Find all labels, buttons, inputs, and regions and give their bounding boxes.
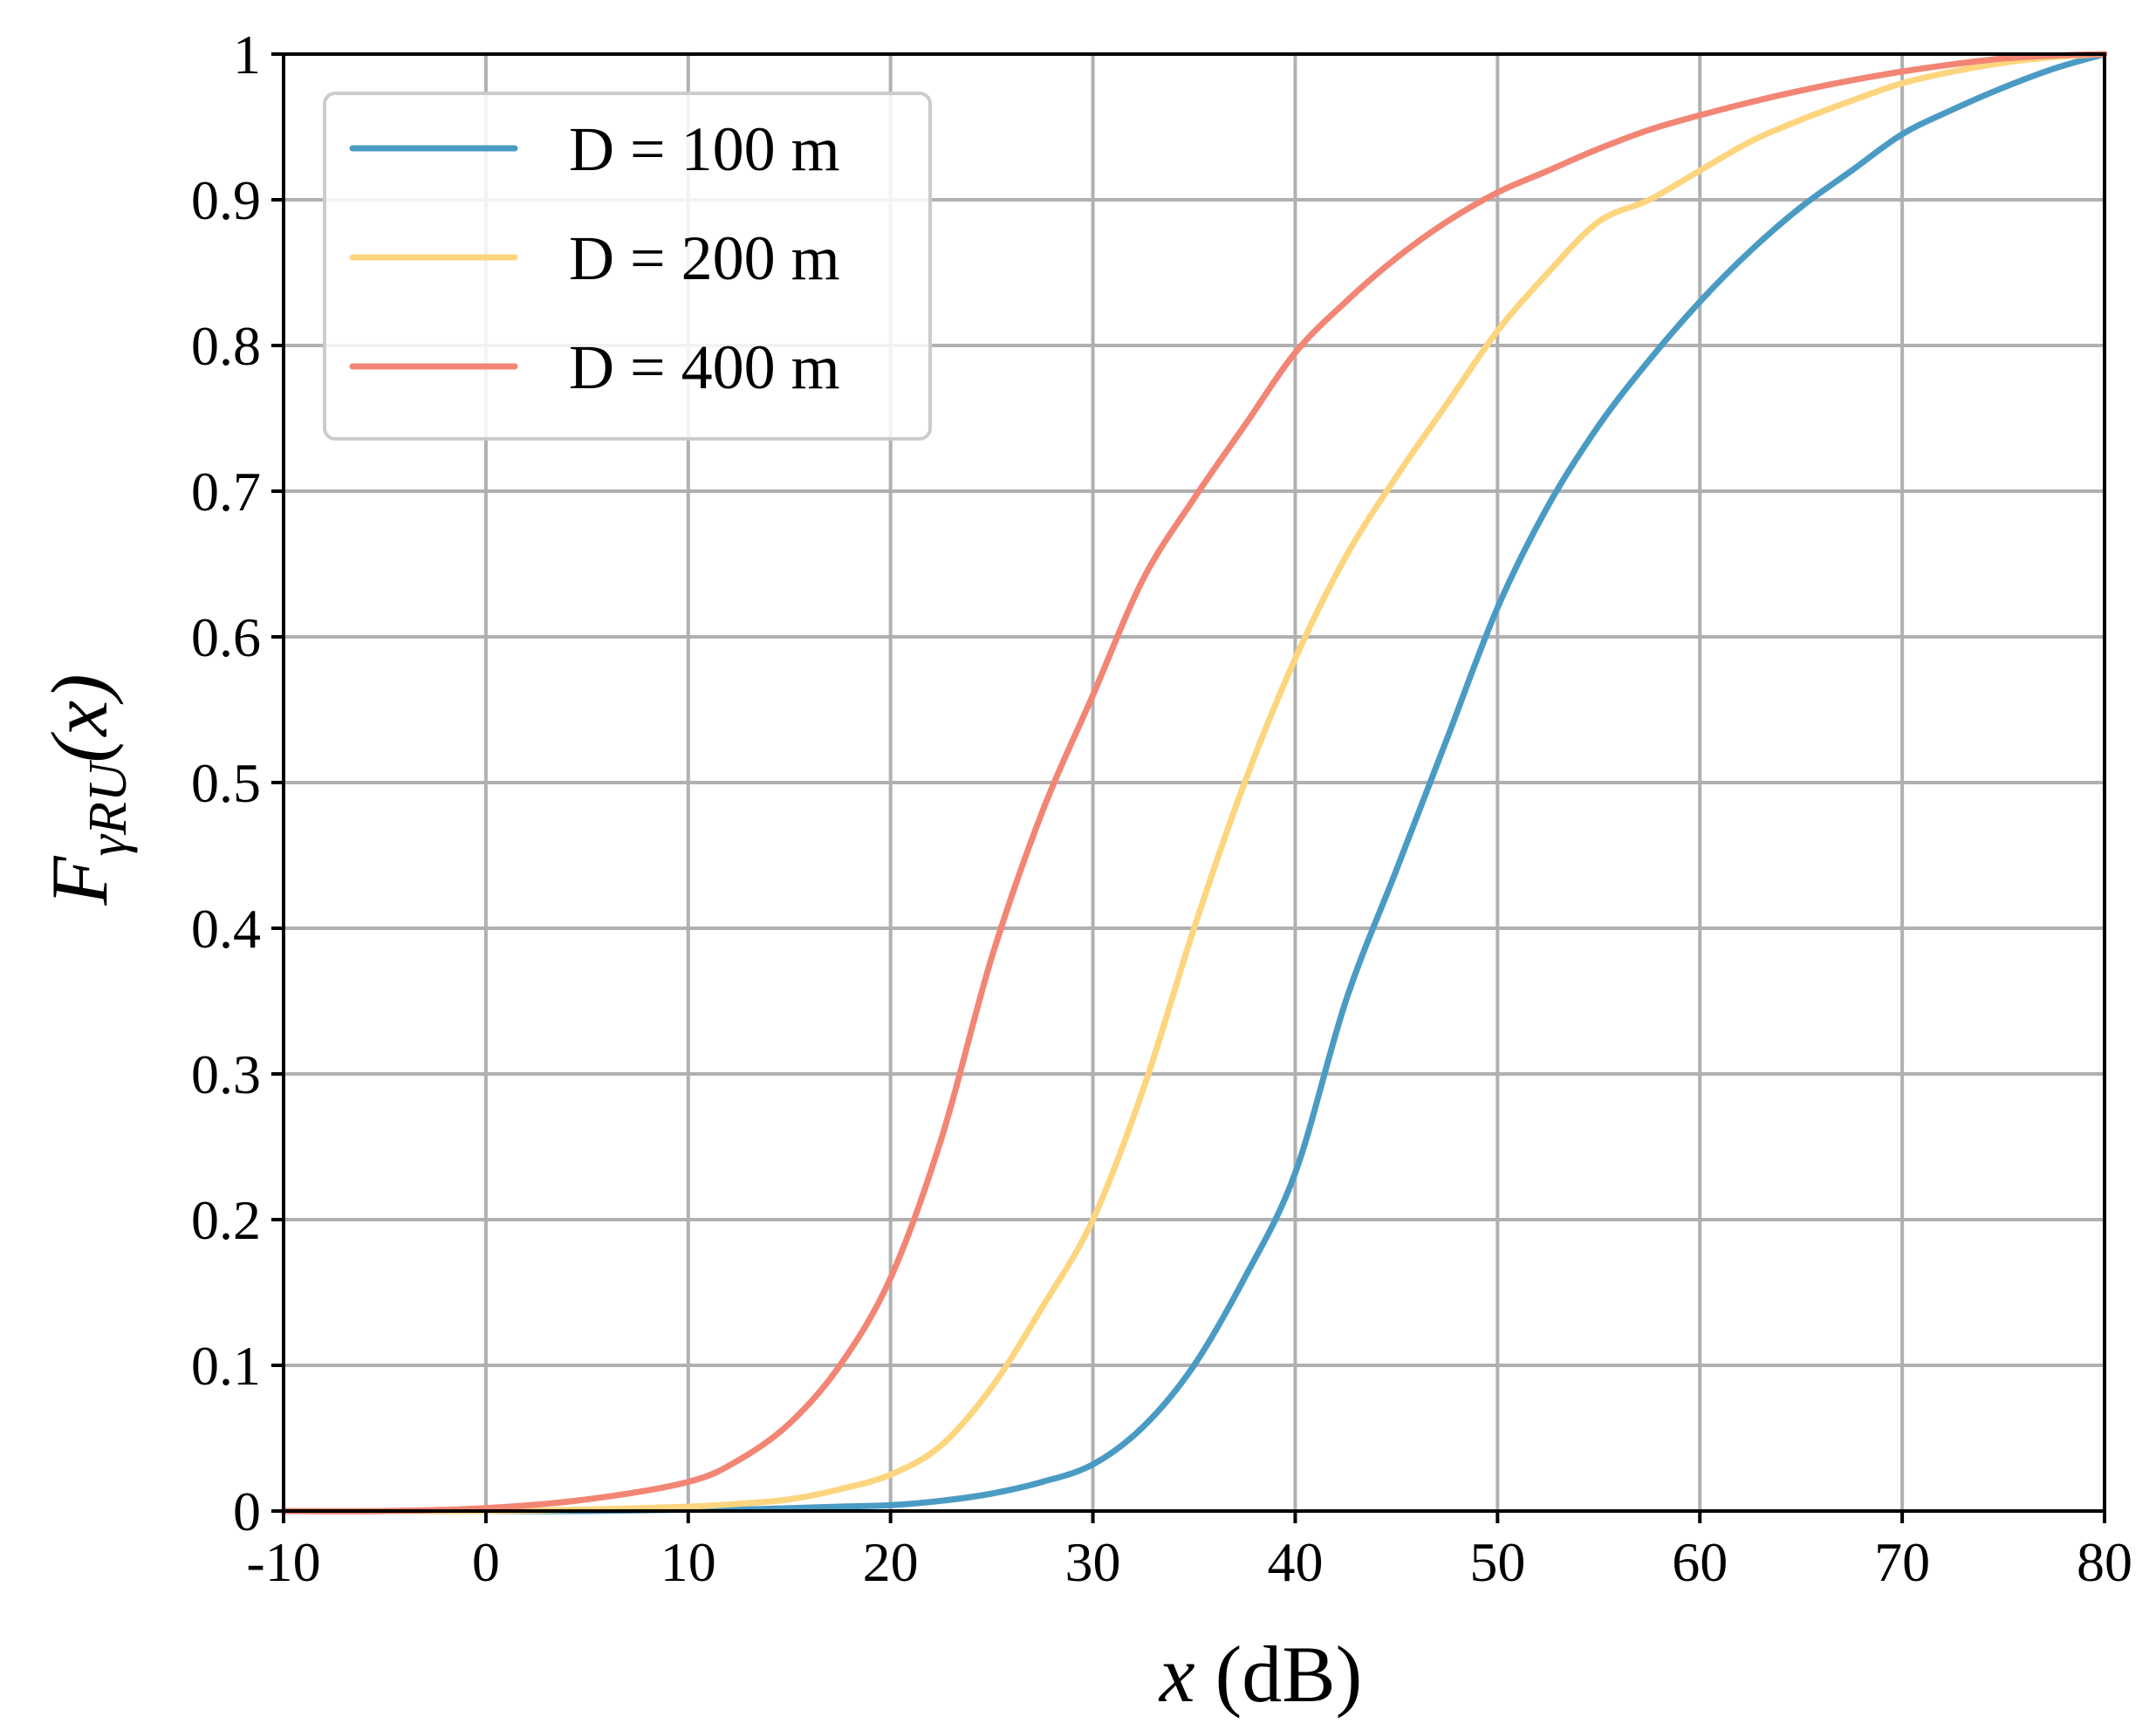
legend-label-d400: D = 400 m — [569, 332, 840, 402]
legend-box — [323, 92, 932, 441]
x-tick-label: 40 — [1267, 1531, 1323, 1593]
x-tick-label: 10 — [660, 1531, 716, 1593]
legend-label-d100: D = 100 m — [569, 114, 840, 184]
y-tick-label: 0.3 — [191, 1043, 261, 1105]
y-tick-label: 0.2 — [191, 1189, 261, 1251]
y-tick-label: 0.9 — [191, 169, 261, 231]
x-tick-label: 60 — [1672, 1531, 1728, 1593]
x-tick-label: 20 — [863, 1531, 919, 1593]
y-tick-label: 0.7 — [191, 461, 261, 523]
y-tick-label: 0.8 — [191, 315, 261, 377]
x-tick-label: 30 — [1065, 1531, 1121, 1593]
y-tick-label: 0.4 — [191, 898, 261, 960]
legend: D = 100 m D = 200 m D = 400 m — [323, 92, 932, 441]
y-axis-label-main: F — [35, 856, 124, 906]
x-tick-label: 70 — [1874, 1531, 1930, 1593]
y-tick-label: 0.6 — [191, 606, 261, 668]
x-axis-label: x (dB) — [1158, 1630, 1362, 1719]
series-line-d200 — [280, 51, 2108, 1515]
x-tick-label: 80 — [2077, 1531, 2132, 1593]
y-tick-label: 0 — [233, 1480, 261, 1542]
y-axis-label-arg: (x) — [35, 674, 124, 762]
axis-ticks: -10 0 10 20 30 40 50 60 70 8000.10.20.30.40.50.60… — [191, 24, 2132, 1593]
y-tick-label: 1 — [233, 24, 261, 85]
legend-label-d200: D = 200 m — [569, 223, 840, 293]
x-axis-label-unit: (dB) — [1195, 1630, 1363, 1719]
x-tick-label: 0 — [472, 1531, 500, 1593]
series-line-d400 — [280, 51, 2108, 1515]
y-axis-label: FγRU(x) — [35, 674, 138, 906]
y-tick-label: 0.1 — [191, 1335, 261, 1397]
x-axis-label-var: x — [1158, 1630, 1195, 1719]
x-tick-label: -10 — [246, 1531, 320, 1593]
y-axis-label-sub: γRU — [79, 759, 138, 856]
y-tick-label: 0.5 — [191, 752, 261, 814]
x-tick-label: 50 — [1469, 1531, 1525, 1593]
